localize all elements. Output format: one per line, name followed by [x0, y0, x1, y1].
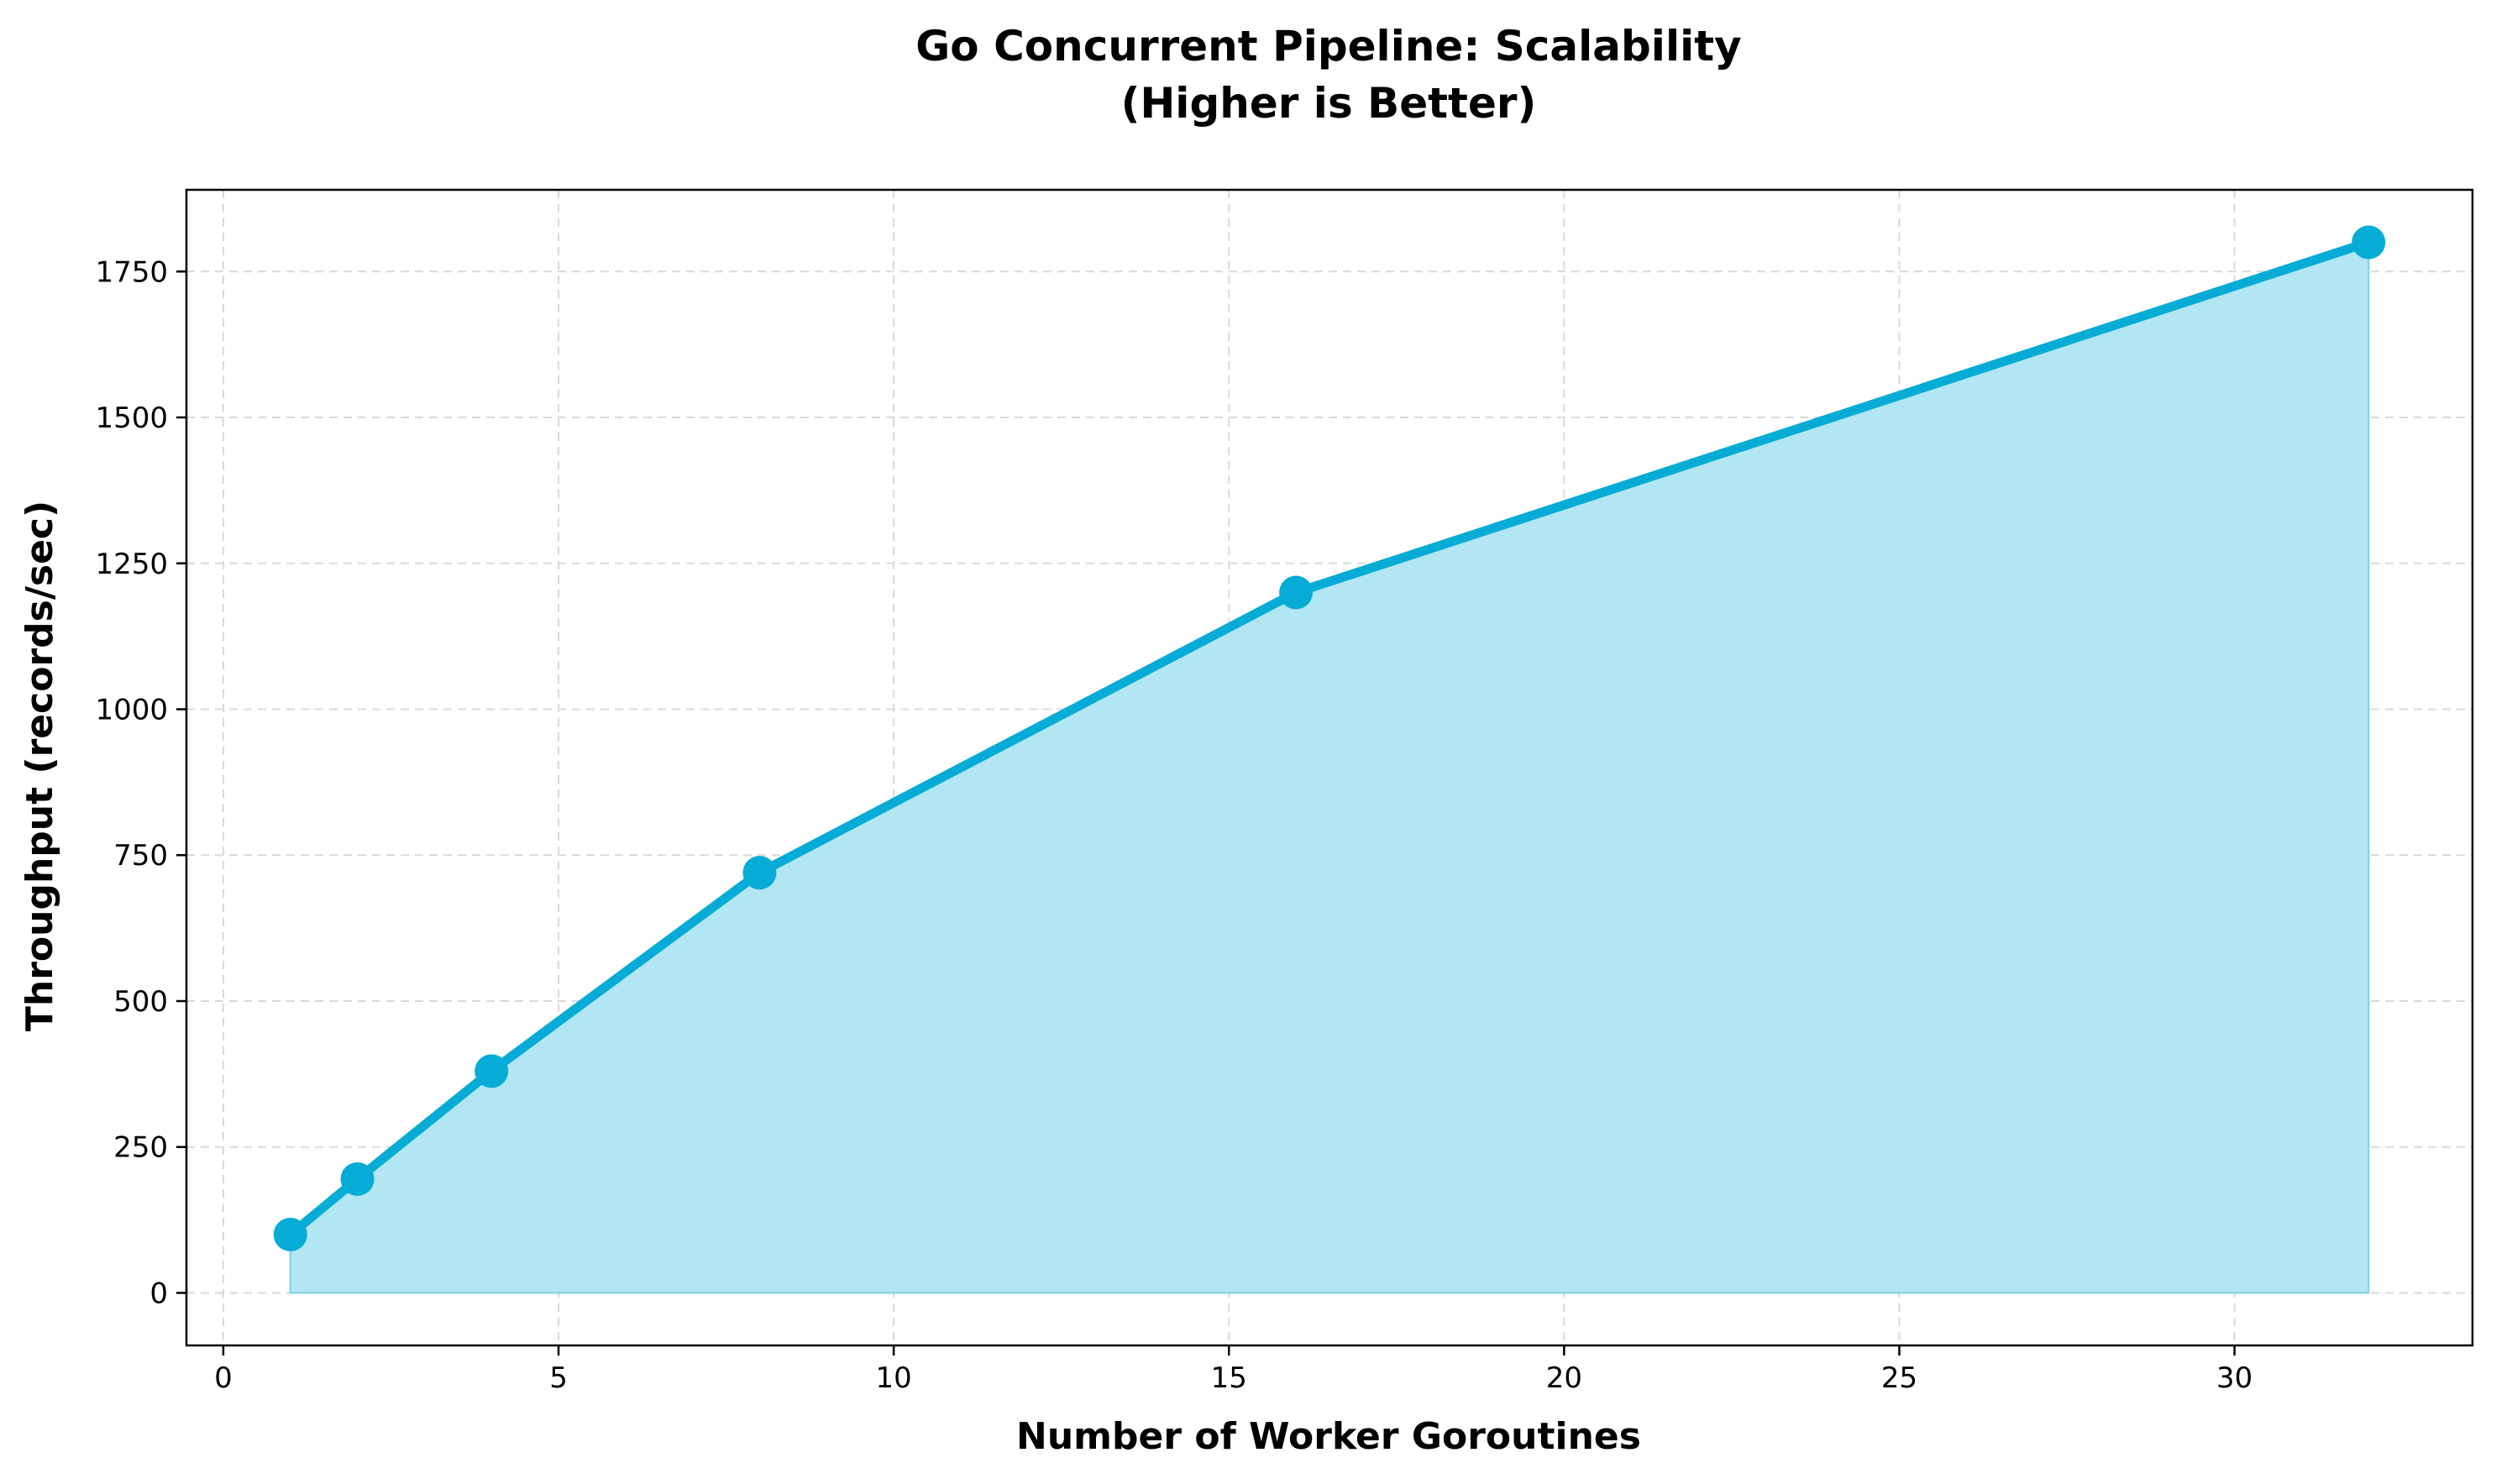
y-tick-label: 0 — [149, 1277, 168, 1310]
chart-title-line1: Go Concurrent Pipeline: Scalability — [915, 22, 1741, 71]
y-tick-label: 750 — [113, 839, 168, 873]
x-tick-label: 10 — [876, 1361, 912, 1395]
y-tick-label: 1750 — [95, 255, 168, 289]
data-point — [475, 1054, 509, 1088]
x-axis-ticks: 0 5 10 15 20 25 30 — [214, 1345, 2252, 1395]
y-tick-label: 1250 — [95, 548, 168, 581]
plot-area-frame — [185, 188, 2474, 1347]
data-point — [273, 1217, 307, 1251]
x-tick-label: 25 — [1881, 1361, 1917, 1395]
data-point — [340, 1162, 375, 1196]
data-point — [2352, 225, 2386, 260]
data-point — [1279, 575, 1314, 610]
y-axis-ticks: 0 250 500 750 1000 1250 1500 1750 — [95, 255, 186, 1310]
data-point — [742, 856, 777, 890]
y-tick-label: 500 — [113, 985, 168, 1019]
y-tick-label: 1000 — [95, 694, 168, 727]
chart-title-line2: (Higher is Better) — [1121, 79, 1537, 128]
x-tick-label: 15 — [1211, 1361, 1247, 1395]
x-axis-label: Number of Worker Goroutines — [1016, 1415, 1641, 1458]
y-tick-label: 250 — [113, 1131, 168, 1165]
throughput-area-fill — [289, 241, 2370, 1294]
x-tick-label: 0 — [214, 1361, 233, 1395]
y-tick-label: 1500 — [95, 401, 168, 435]
x-tick-label: 20 — [1546, 1361, 1582, 1395]
y-axis-label: Throughput (records/sec) — [18, 501, 61, 1031]
points-layer — [273, 225, 2386, 1251]
area-layer — [289, 241, 2370, 1294]
x-tick-label: 30 — [2216, 1361, 2252, 1395]
x-tick-label: 5 — [549, 1361, 568, 1395]
